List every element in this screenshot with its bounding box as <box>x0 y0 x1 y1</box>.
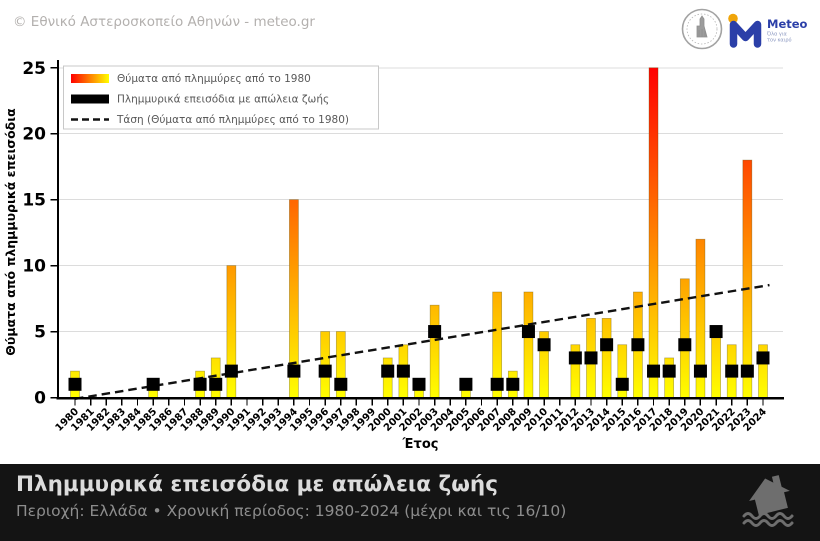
episodes-marker-1996 <box>318 364 332 378</box>
header-logos: Meteo Όλα για τον καιρό <box>681 8 808 50</box>
flood-victims-chart: 0 5 10 15 20 25 198019811982198319841985198619… <box>3 59 784 452</box>
bar-2023 <box>742 159 753 399</box>
meteo-dot-icon <box>728 13 738 24</box>
episodes-marker-2017 <box>647 364 661 378</box>
episodes-marker-2009 <box>521 325 535 339</box>
axes <box>50 60 784 406</box>
meteo-logo: Meteo Όλα για τον καιρό <box>728 13 808 48</box>
meteo-tagline-line1: Όλα για <box>766 31 788 38</box>
legend-label-0: Θύματα από πλημμύρες από το 1980 <box>117 73 311 85</box>
trend-line <box>74 283 770 401</box>
bar-2017 <box>648 67 659 399</box>
noa-seal-logo <box>681 8 723 50</box>
episodes-marker-2002 <box>412 377 426 391</box>
bar-2009 <box>523 291 534 399</box>
episodes-marker-2019 <box>678 338 692 352</box>
legend-label-1: Πλημμυρικά επεισόδια με απώλεια ζωής <box>117 94 329 106</box>
bar-2018 <box>664 357 675 399</box>
legend: Θύματα από πλημμύρες από το 1980 Πλημμυρι… <box>63 65 379 130</box>
legend-swatch-episodes <box>71 94 109 104</box>
noa-seal-building <box>696 15 708 38</box>
legend-swatch-victims <box>71 74 109 83</box>
banner-title: Πλημμυρικά επεισόδια με απώλεια ζωής <box>16 472 498 497</box>
y-tick-25: 25 <box>22 59 46 79</box>
episodes-marker-2024 <box>756 351 770 365</box>
episodes-marker-1989 <box>209 377 223 391</box>
y-axis-title: Θύματα από πλημμυρικά επεισόδια <box>3 108 18 356</box>
meteo-wordmark: Meteo <box>767 17 808 31</box>
episodes-marker-1994 <box>287 364 301 378</box>
episodes-marker-1985 <box>146 377 160 391</box>
episodes-marker-1980 <box>68 377 82 391</box>
episodes-marker-2016 <box>631 338 645 352</box>
x-axis-title: Έτος <box>402 437 439 452</box>
meteo-tagline-line2: τον καιρό <box>767 37 792 44</box>
bar-2021 <box>711 331 721 399</box>
bar-1990 <box>226 265 237 399</box>
x-tick-labels: 1980198119821983198419851986198719881989… <box>54 406 769 433</box>
episodes-marker-2022 <box>725 364 739 378</box>
episodes-marker-2001 <box>396 364 410 378</box>
meteo-m-icon <box>729 20 762 48</box>
bar-2003 <box>429 304 440 399</box>
y-tick-20: 20 <box>22 125 46 145</box>
copyright-text: © Εθνικό Αστεροσκοπείο Αθηνών - meteo.gr <box>13 14 315 30</box>
episodes-marker-2013 <box>584 351 598 365</box>
episode-markers <box>68 325 770 391</box>
bottom-banner: Πλημμυρικά επεισόδια με απώλεια ζωής Περ… <box>0 464 820 541</box>
y-tick-5: 5 <box>34 323 46 343</box>
flooded-house-icon <box>742 475 794 527</box>
legend-label-2: Τάση (Θύματα από πλημμύρες από το 1980) <box>116 114 349 126</box>
y-tick-10: 10 <box>22 257 46 277</box>
episodes-marker-2008 <box>506 377 520 391</box>
episodes-marker-2021 <box>709 325 723 339</box>
episodes-marker-2010 <box>537 338 551 352</box>
episodes-marker-2020 <box>693 364 707 378</box>
episodes-marker-2015 <box>615 377 629 391</box>
episodes-marker-2007 <box>490 377 504 391</box>
gridlines <box>58 67 783 333</box>
episodes-marker-2018 <box>662 364 676 378</box>
episodes-marker-2003 <box>428 325 442 339</box>
episodes-marker-1990 <box>224 364 238 378</box>
episodes-marker-2023 <box>740 364 754 378</box>
y-tick-15: 15 <box>22 191 46 211</box>
episodes-marker-2014 <box>600 338 614 352</box>
banner-subtitle: Περιοχή: Ελλάδα • Χρονική περίοδος: 1980… <box>16 502 567 520</box>
episodes-marker-1988 <box>193 377 207 391</box>
episodes-marker-2000 <box>381 364 395 378</box>
episodes-marker-1997 <box>334 377 348 391</box>
episodes-marker-2012 <box>568 351 582 365</box>
bar-2014 <box>601 318 612 399</box>
episodes-marker-2005 <box>459 377 473 391</box>
bar-2000 <box>382 357 393 399</box>
y-tick-0: 0 <box>34 389 46 409</box>
y-tick-labels: 0 5 10 15 20 25 <box>22 59 46 409</box>
